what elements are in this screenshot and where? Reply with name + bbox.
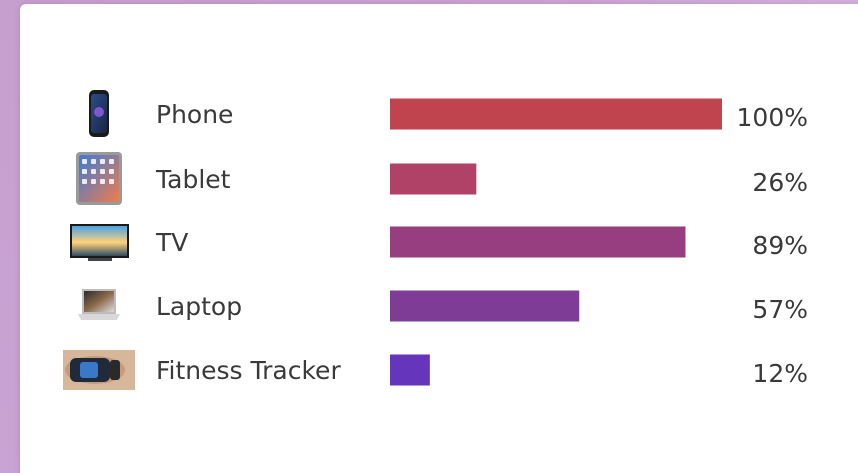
bar [390, 290, 580, 322]
category-label: Fitness Tracker [156, 356, 341, 385]
category-label: Tablet [155, 165, 231, 194]
data-label: 89% [752, 231, 808, 260]
phone-icon [89, 90, 109, 137]
chart-row-fitness-tracker: Fitness Tracker 12% [63, 350, 808, 390]
chart-row-laptop: Laptop 57% [78, 289, 808, 324]
bar [390, 98, 722, 130]
tablet-icon [76, 152, 122, 205]
data-label: 100% [737, 103, 808, 132]
tv-icon [70, 224, 129, 261]
bar [390, 226, 686, 258]
chart-row-tv: TV 89% [70, 224, 808, 261]
laptop-icon [78, 289, 120, 320]
chart-row-phone: Phone 100% [89, 90, 808, 137]
chart-row-tablet: Tablet 26% [76, 152, 808, 205]
bar [390, 354, 430, 386]
category-label: TV [155, 228, 188, 257]
data-label: 12% [752, 359, 808, 388]
bar [390, 163, 477, 195]
category-label: Phone [156, 100, 233, 129]
fitness-tracker-icon [63, 350, 135, 390]
data-label: 26% [752, 168, 808, 197]
data-label: 57% [752, 295, 808, 324]
category-label: Laptop [156, 292, 242, 321]
